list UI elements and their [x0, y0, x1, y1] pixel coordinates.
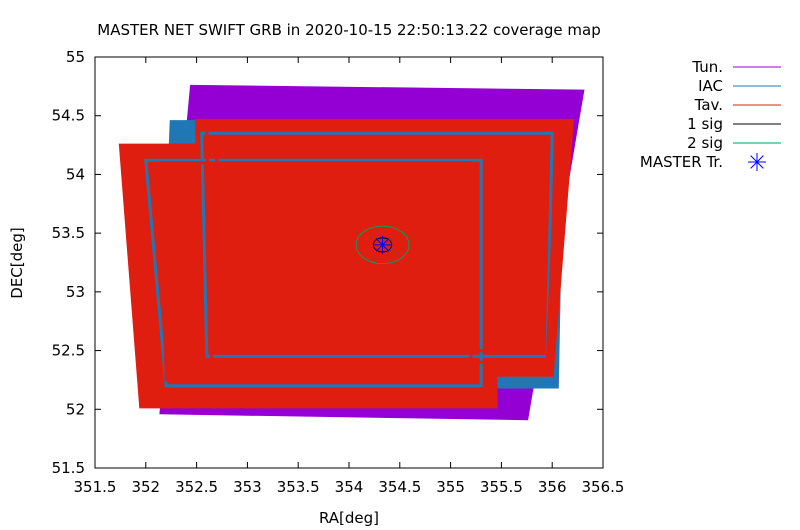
chart-title: MASTER NET SWIFT GRB in 2020-10-15 22:50…: [97, 21, 600, 39]
legend-label: 2 sig: [687, 134, 723, 152]
x-tick-label: 353: [233, 478, 262, 496]
y-tick-label: 53: [66, 283, 85, 301]
legend-label: Tun.: [691, 58, 723, 76]
legend-label: IAC: [698, 77, 723, 95]
y-tick-label: 54: [66, 165, 85, 183]
x-tick-label: 355.5: [480, 478, 523, 496]
y-tick-label: 52: [66, 400, 85, 418]
x-tick-label: 351.5: [74, 478, 117, 496]
x-tick-label: 356: [538, 478, 567, 496]
legend-star-icon: [748, 153, 766, 171]
y-tick-label: 53.5: [52, 224, 85, 242]
tav-frame-edge: [205, 123, 559, 364]
legend-label: MASTER Tr.: [640, 153, 723, 171]
x-axis-label: RA[deg]: [319, 509, 379, 527]
x-axis: 351.5 352 352.5 353 353.5 354 354.5 355 355.5 356…: [74, 57, 625, 496]
x-tick-label: 353.5: [277, 478, 320, 496]
y-axis: 51.5 52 52.5 53 53.5 54 54.5 55: [52, 48, 603, 477]
transient-marker: [373, 235, 392, 254]
y-tick-label: 51.5: [52, 459, 85, 477]
x-tick-label: 356.5: [582, 478, 625, 496]
y-axis-label: DEC[deg]: [8, 227, 26, 298]
y-tick-label: 54.5: [52, 107, 85, 125]
x-tick-label: 352: [131, 478, 160, 496]
x-tick-label: 354.5: [378, 478, 421, 496]
tav-frame-edge-3: [159, 161, 473, 382]
x-tick-label: 354: [335, 478, 364, 496]
y-tick-label: 55: [66, 48, 85, 66]
plot-area: [118, 84, 585, 421]
field-tav-1: [118, 143, 498, 409]
iac-inner-edge-2: [144, 158, 483, 388]
tav-frame-edge-2: [215, 137, 539, 353]
x-tick-label: 355: [436, 478, 465, 496]
error-ellipse-2-sig: [355, 225, 410, 265]
x-tick-label: 352.5: [175, 478, 218, 496]
legend-label: Tav.: [694, 96, 723, 114]
y-tick-label: 52.5: [52, 342, 85, 360]
legend-label: 1 sig: [687, 115, 723, 133]
field-frame: [118, 143, 498, 409]
